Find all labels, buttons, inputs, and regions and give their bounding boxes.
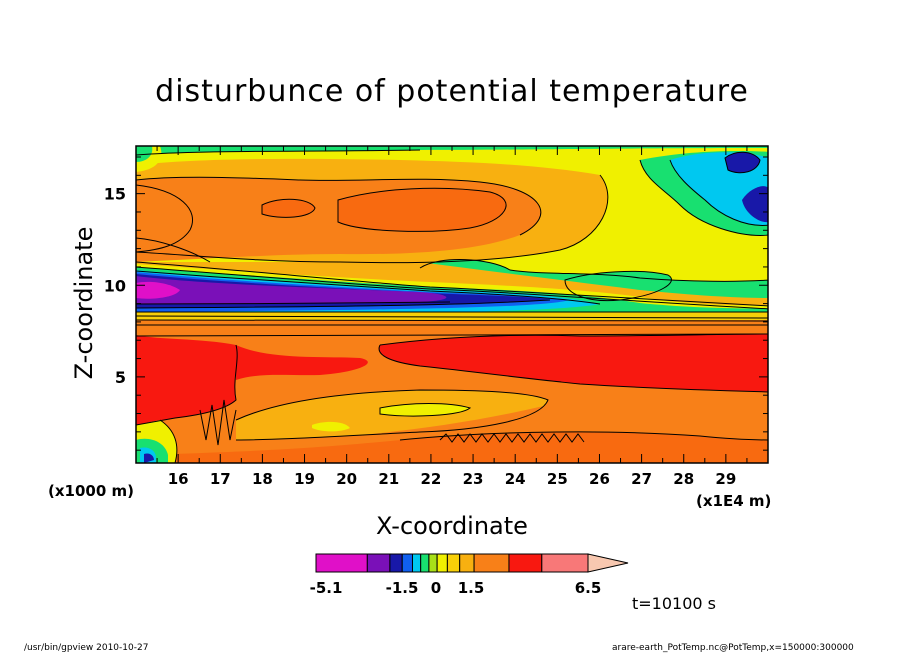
contour-line <box>261 198 316 218</box>
x-tick-label: 25 <box>547 470 568 488</box>
contour-line <box>136 344 238 426</box>
contour-line <box>136 270 601 305</box>
colorbar-swatch <box>541 553 589 573</box>
region-upper-darkorange-2 <box>262 199 315 218</box>
x-unit-left: (x1000 m) <box>48 482 134 500</box>
colorbar-swatch <box>411 553 422 573</box>
colorbar-swatch <box>508 553 543 573</box>
contour-line <box>159 419 178 463</box>
x-axis-label: X-coordinate <box>376 512 528 540</box>
x-tick-label: 23 <box>463 470 484 488</box>
time-label: t=10100 s <box>632 594 716 613</box>
contour-line <box>136 333 768 337</box>
y-tick-label: 15 <box>104 185 126 204</box>
x-tick-label: 19 <box>294 470 315 488</box>
colorbar-label: 0 <box>430 579 442 597</box>
region-cold-magenta <box>136 281 180 299</box>
colorbar-swatch <box>446 553 461 573</box>
y-tick-label: 5 <box>115 368 126 387</box>
contour-line <box>399 431 768 441</box>
colorbar-label: -1.5 <box>385 579 419 597</box>
contour-line <box>136 261 768 307</box>
x-tick-label: 28 <box>673 470 694 488</box>
colorbar-swatch <box>436 553 448 573</box>
region-leftbottom-blue <box>144 453 154 463</box>
x-tick-label: 24 <box>505 470 526 488</box>
chart-title: disturbunce of potential temperature <box>155 74 749 109</box>
colorbar-swatch <box>401 553 413 573</box>
contour-line <box>136 174 609 264</box>
contour-line <box>136 176 542 236</box>
contour-line <box>199 399 237 446</box>
x-unit-right: (x1E4 m) <box>696 492 772 510</box>
region-lower-orange-strip <box>136 320 768 336</box>
contour-line <box>439 433 585 443</box>
region-cold-purple <box>136 276 447 304</box>
y-tick-label: 10 <box>104 276 126 295</box>
contour-line <box>136 299 551 309</box>
x-tick-label: 21 <box>378 470 399 488</box>
contour-line <box>136 301 451 305</box>
contour-line <box>337 187 507 232</box>
colorbar-label: 6.5 <box>574 579 602 597</box>
region-warm-red <box>136 335 238 425</box>
region-warm-red-mid <box>236 345 368 380</box>
region-lower-red-right <box>136 431 768 463</box>
colorbar-swatch <box>473 553 510 573</box>
colorbar-swatch <box>420 553 430 573</box>
region-warm-red-right <box>379 334 768 392</box>
region-lower-yellow-2 <box>312 421 350 432</box>
colorbar-swatch <box>459 553 475 573</box>
axes: 16 17 18 19 20 21 22 23 24 25 26 27 28 29 5 10 15 <box>104 146 769 488</box>
x-tick-label: 26 <box>589 470 610 488</box>
colorbar-swatch <box>428 553 438 573</box>
contour-line <box>379 333 768 346</box>
footer-right: arare-earth_PotTemp.nc@PotTemp,x=150000:… <box>612 643 854 653</box>
x-tick-label: 20 <box>336 470 357 488</box>
colorbar <box>315 553 629 573</box>
x-tick-label: 27 <box>631 470 652 488</box>
contour-line <box>136 315 768 319</box>
region-lower-yellow-1 <box>380 403 470 416</box>
contour-line <box>379 403 472 417</box>
x-tick-label: 18 <box>252 470 273 488</box>
contour-line <box>136 237 211 263</box>
x-tick-label: 17 <box>210 470 231 488</box>
contour-line <box>639 159 768 236</box>
region-blue-right <box>725 152 760 173</box>
contour-line <box>724 151 761 174</box>
contour-line <box>136 319 768 322</box>
contour-line <box>136 266 768 310</box>
contour-line <box>136 149 421 156</box>
contour-line <box>669 159 768 226</box>
colorbar-tip <box>587 553 629 573</box>
contour-lines <box>136 149 768 463</box>
colorbar-swatch <box>366 553 391 573</box>
y-axis-label: Z-coordinate <box>70 226 98 380</box>
x-tick-label: 16 <box>168 470 189 488</box>
x-tick-label: 29 <box>715 470 736 488</box>
contour-line <box>136 184 193 253</box>
footer-left: /usr/bin/gpview 2010-10-27 <box>24 643 149 653</box>
x-tick-label: 22 <box>420 470 441 488</box>
colorbar-label: 1.5 <box>457 579 485 597</box>
colorbar-swatch <box>315 553 368 573</box>
region-upper-darkorange <box>338 188 507 232</box>
contour-line <box>419 259 768 282</box>
colorbar-swatch <box>389 553 403 573</box>
colorbar-label: -5.1 <box>309 579 343 597</box>
contour-line <box>378 344 768 393</box>
region-blue-right-2 <box>742 186 768 223</box>
contour-line <box>564 270 672 302</box>
contour-line <box>235 389 549 441</box>
